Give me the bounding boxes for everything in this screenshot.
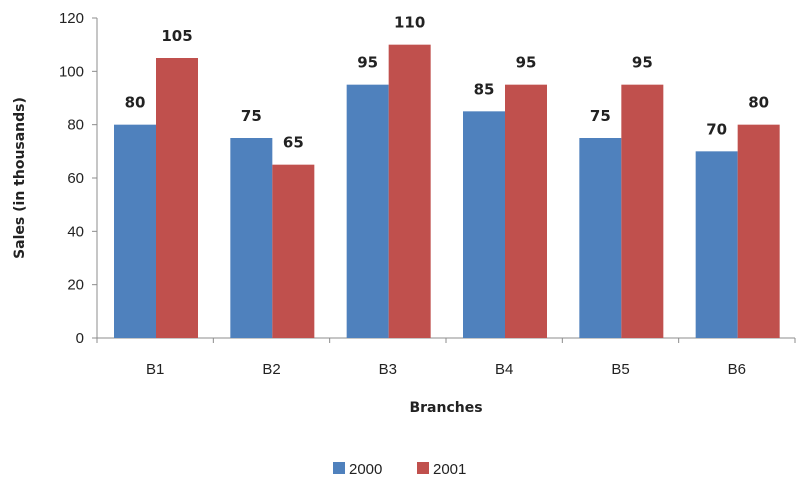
bar-b1-2001 [156, 58, 198, 338]
y-tick-label: 0 [76, 330, 84, 347]
data-label-b3-2001: 110 [394, 14, 425, 32]
x-axis-ticks: B1 B2 B3 B4 B5 B6 [96, 338, 796, 378]
y-tick-label: 120 [59, 10, 84, 27]
data-label-b4-2001: 95 [516, 54, 537, 72]
data-label-b6-2001: 80 [748, 94, 769, 112]
x-tick-label: B2 [262, 361, 280, 378]
y-tick-label: 60 [67, 170, 84, 187]
bar-b2-2001 [272, 164, 315, 338]
x-tick-label: B1 [146, 361, 164, 378]
x-tick-label: B4 [495, 361, 513, 378]
bar-b6-2000 [695, 151, 738, 338]
data-labels-group: 80 105 75 65 95 110 85 95 75 95 70 80 [125, 14, 770, 152]
legend-label-2001: 2001 [433, 461, 466, 478]
bar-b5-2000 [579, 138, 622, 338]
y-tick-label: 20 [67, 277, 84, 294]
x-tick-label: B3 [379, 361, 397, 378]
bar-b4-2001 [505, 84, 547, 339]
data-label-b4-2000: 85 [474, 80, 495, 98]
data-label-b5-2001: 95 [632, 54, 653, 72]
data-label-b5-2000: 75 [590, 107, 611, 125]
y-tick-label: 40 [67, 223, 84, 240]
x-tick-label: B6 [728, 361, 746, 378]
bar-b6-2001 [737, 124, 780, 339]
y-tick-label: 80 [67, 117, 84, 134]
x-tick-label: B5 [611, 361, 629, 378]
data-label-b6-2000: 70 [706, 120, 727, 138]
bars-group [114, 44, 780, 339]
data-label-b1-2000: 80 [125, 94, 146, 112]
bar-b4-2000 [463, 111, 505, 338]
x-axis-title: Branches [409, 400, 482, 416]
data-label-b2-2000: 75 [241, 107, 262, 125]
y-axis-ticks: 0 20 40 60 80 100 120 [59, 10, 97, 347]
legend-swatch-2000 [333, 462, 345, 474]
bar-b2-2000 [230, 138, 273, 338]
bar-b3-2001 [388, 44, 431, 339]
bar-b5-2001 [621, 84, 664, 339]
y-axis-title: Sales (in thousands) [12, 97, 28, 259]
bar-b3-2000 [346, 84, 389, 339]
y-tick-label: 100 [59, 63, 84, 80]
data-label-b1-2001: 105 [161, 27, 192, 45]
data-label-b2-2001: 65 [283, 134, 304, 152]
legend: 2000 2001 [333, 461, 466, 478]
data-label-b3-2000: 95 [357, 54, 378, 72]
legend-label-2000: 2000 [349, 461, 382, 478]
bar-b1-2000 [114, 124, 156, 339]
legend-swatch-2001 [417, 462, 429, 474]
